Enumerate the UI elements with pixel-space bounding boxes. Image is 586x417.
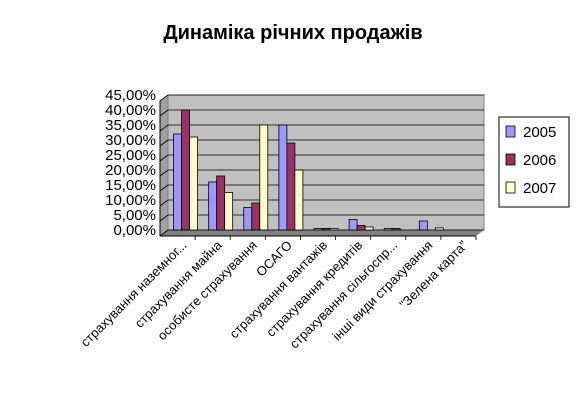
bar-2006 bbox=[321, 228, 331, 231]
y-tick-label: 40,00% bbox=[105, 102, 156, 119]
gridline-wall bbox=[159, 229, 169, 237]
legend-label-2007: 2007 bbox=[523, 180, 556, 197]
gridline-wall bbox=[159, 169, 169, 177]
gridline-wall bbox=[159, 154, 169, 162]
y-tick-label: 25,00% bbox=[105, 147, 156, 164]
bar-2006 bbox=[286, 142, 296, 231]
plot-floor bbox=[160, 230, 484, 236]
bar-2005 bbox=[313, 228, 323, 231]
gridline-wall bbox=[159, 214, 169, 222]
y-tick-label: 10,00% bbox=[105, 192, 156, 209]
bar-2006 bbox=[251, 202, 261, 231]
bar-2005 bbox=[348, 219, 358, 231]
bar-2007 bbox=[189, 136, 198, 231]
bar-2005 bbox=[173, 133, 182, 231]
bar-2007 bbox=[294, 169, 304, 231]
gridline-wall bbox=[159, 94, 169, 102]
bar-2007 bbox=[329, 228, 339, 231]
bar-2007 bbox=[364, 226, 374, 231]
gridline-wall bbox=[159, 109, 169, 117]
bar-2005 bbox=[278, 124, 288, 231]
plot-side-wall bbox=[160, 95, 168, 236]
legend-label-2006: 2006 bbox=[523, 152, 556, 169]
bar-2007 bbox=[434, 227, 444, 231]
bar-2006 bbox=[356, 225, 366, 231]
bar-2007 bbox=[224, 192, 234, 231]
bar-2007 bbox=[259, 124, 269, 231]
gridline-wall bbox=[159, 184, 169, 192]
y-tick-label: 5,00% bbox=[113, 207, 156, 224]
legend-swatch-2005 bbox=[505, 125, 516, 138]
y-tick-label: 35,00% bbox=[105, 117, 156, 134]
bar-2006 bbox=[181, 109, 190, 231]
y-tick-label: 45,00% bbox=[105, 87, 156, 104]
gridline-wall bbox=[159, 199, 169, 207]
chart-title: Динаміка річних продажів bbox=[163, 22, 423, 44]
legend-label-2005: 2005 bbox=[523, 124, 556, 141]
bar-2005 bbox=[208, 181, 218, 231]
y-tick-label: 30,00% bbox=[105, 132, 156, 149]
gridline-wall bbox=[159, 124, 169, 132]
bar-2005 bbox=[418, 220, 428, 231]
bar-2005 bbox=[383, 228, 393, 231]
y-tick-label: 0,00% bbox=[113, 222, 156, 239]
bar-2006 bbox=[216, 175, 226, 231]
legend-swatch-2006 bbox=[505, 153, 516, 166]
legend-swatch-2007 bbox=[505, 181, 516, 194]
bar-2006 bbox=[391, 228, 401, 231]
gridline-wall bbox=[159, 139, 169, 147]
y-tick-label: 20,00% bbox=[105, 162, 156, 179]
bar-2005 bbox=[243, 207, 253, 231]
y-tick-label: 15,00% bbox=[105, 177, 156, 194]
